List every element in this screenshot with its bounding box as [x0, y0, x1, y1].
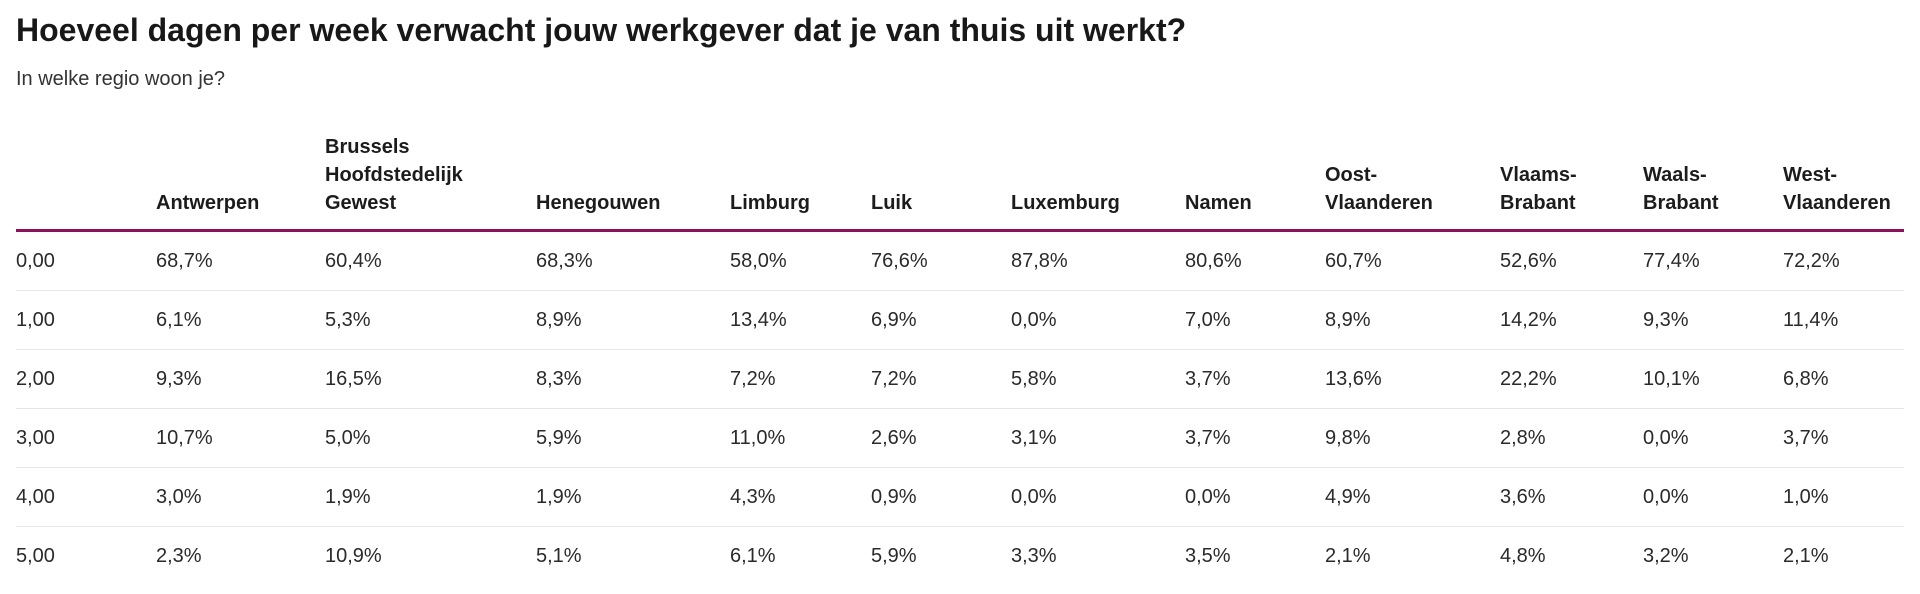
value-cell: 6,9% — [871, 290, 1011, 350]
value-cell: 0,0% — [1011, 290, 1185, 350]
value-cell: 2,8% — [1500, 408, 1643, 468]
table-row: 4,00 3,0% 1,9% 1,9% 4,3% 0,9% 0,0% 0,0% 4,9% 3,6%… — [16, 467, 1904, 527]
row-label-cell: 1,00 — [16, 290, 156, 350]
value-cell: 3,7% — [1185, 349, 1325, 409]
row-label-cell: 0,00 — [16, 230, 156, 291]
row-label-cell: 5,00 — [16, 544, 55, 567]
value-cell: 10,9% — [325, 544, 382, 567]
value-cell: 3,0% — [156, 467, 325, 527]
value-cell: 3,1% — [1011, 408, 1185, 468]
value-cell: 2,6% — [871, 408, 1011, 468]
value-cell: 68,3% — [536, 230, 730, 291]
value-cell: 60,7% — [1325, 230, 1500, 291]
row-label-cell: 3,00 — [16, 408, 156, 468]
value-cell: 1,9% — [536, 467, 730, 527]
value-cell: 9,3% — [1643, 290, 1783, 350]
value-cell: 6,8% — [1783, 349, 1904, 409]
value-cell: 0,9% — [871, 467, 1011, 527]
value-cell: 0,0% — [1011, 467, 1185, 527]
value-cell: 3,7% — [1783, 408, 1904, 468]
value-cell: 11,0% — [730, 408, 871, 468]
column-header-limburg: Limburg — [730, 132, 871, 232]
table-row: 3,00 10,7% 5,0% 5,9% 11,0% 2,6% 3,1% 3,7% 9,8% 2,… — [16, 408, 1904, 468]
column-header-waals-brabant: Waals- Brabant — [1643, 132, 1783, 232]
value-cell: 3,2% — [1643, 544, 1689, 567]
column-header-west-vlaanderen: West- Vlaanderen — [1783, 132, 1904, 232]
value-cell: 3,3% — [1011, 544, 1057, 567]
value-cell: 4,9% — [1325, 467, 1500, 527]
value-cell: 80,6% — [1185, 230, 1325, 291]
value-cell: 58,0% — [730, 230, 871, 291]
value-cell: 68,7% — [156, 230, 325, 291]
value-cell: 11,4% — [1783, 290, 1904, 350]
column-header-oost-vlaanderen: Oost- Vlaanderen — [1325, 132, 1500, 232]
value-cell: 6,1% — [730, 544, 776, 567]
value-cell: 9,8% — [1325, 408, 1500, 468]
row-label-cell: 4,00 — [16, 467, 156, 527]
header-row: Antwerpen Brussels Hoofdstedelijk Gewest… — [16, 132, 1904, 232]
table-row: 2,00 9,3% 16,5% 8,3% 7,2% 7,2% 5,8% 3,7% 13,6% 22… — [16, 349, 1904, 409]
column-header-namen: Namen — [1185, 132, 1325, 232]
value-cell: 5,8% — [1011, 349, 1185, 409]
value-cell: 0,0% — [1185, 467, 1325, 527]
value-cell: 3,7% — [1185, 408, 1325, 468]
value-cell: 3,5% — [1185, 544, 1231, 567]
value-cell: 2,3% — [156, 544, 202, 567]
value-cell: 76,6% — [871, 230, 1011, 291]
table-row: 5,00 2,3% 10,9% 5,1% 6,1% 5,9% 3,3% 3,5% 2,1% 4,8… — [16, 526, 1904, 585]
value-cell: 10,7% — [156, 408, 325, 468]
value-cell: 3,6% — [1500, 467, 1643, 527]
value-cell: 0,0% — [1643, 408, 1783, 468]
row-label-cell: 2,00 — [16, 349, 156, 409]
column-header-antwerpen: Antwerpen — [156, 132, 325, 232]
value-cell: 14,2% — [1500, 290, 1643, 350]
value-cell: 7,0% — [1185, 290, 1325, 350]
value-cell: 4,3% — [730, 467, 871, 527]
value-cell: 87,8% — [1011, 230, 1185, 291]
value-cell: 8,3% — [536, 349, 730, 409]
value-cell: 5,9% — [536, 408, 730, 468]
value-cell: 10,1% — [1643, 349, 1783, 409]
value-cell: 0,0% — [1643, 467, 1783, 527]
column-header-luik: Luik — [871, 132, 1011, 232]
value-cell: 16,5% — [325, 349, 536, 409]
value-cell: 5,1% — [536, 544, 582, 567]
value-cell: 13,6% — [1325, 349, 1500, 409]
column-header-henegouwen: Henegouwen — [536, 132, 730, 232]
value-cell: 7,2% — [730, 349, 871, 409]
value-cell: 2,1% — [1783, 544, 1829, 567]
column-header-luxemburg: Luxemburg — [1011, 132, 1185, 232]
chart-subtitle: In welke regio woon je? — [16, 68, 226, 90]
value-cell: 1,0% — [1783, 467, 1904, 527]
column-header-vlaams-brabant: Vlaams- Brabant — [1500, 132, 1643, 232]
value-cell: 77,4% — [1643, 230, 1783, 291]
value-cell: 5,0% — [325, 408, 536, 468]
value-cell: 6,1% — [156, 290, 325, 350]
value-cell: 5,9% — [871, 544, 917, 567]
value-cell: 8,9% — [1325, 290, 1500, 350]
value-cell: 72,2% — [1783, 230, 1904, 291]
value-cell: 5,3% — [325, 290, 536, 350]
table-row: 0,00 68,7% 60,4% 68,3% 58,0% 76,6% 87,8% 80,6% 6… — [16, 230, 1904, 291]
value-cell: 8,9% — [536, 290, 730, 350]
value-cell: 7,2% — [871, 349, 1011, 409]
value-cell: 52,6% — [1500, 230, 1643, 291]
column-header-brussels: Brussels Hoofdstedelijk Gewest — [325, 132, 536, 232]
value-cell: 13,4% — [730, 290, 871, 350]
value-cell: 22,2% — [1500, 349, 1643, 409]
value-cell: 60,4% — [325, 230, 536, 291]
value-cell: 9,3% — [156, 349, 325, 409]
value-cell: 4,8% — [1500, 544, 1546, 567]
column-header-row-label — [16, 132, 156, 232]
table-row: 1,00 6,1% 5,3% 8,9% 13,4% 6,9% 0,0% 7,0% 8,9% 14,… — [16, 290, 1904, 350]
chart-title: Hoeveel dagen per week verwacht jouw wer… — [16, 12, 1187, 48]
table-body: 0,00 68,7% 60,4% 68,3% 58,0% 76,6% 87,8% 80,6% 6… — [16, 230, 1904, 585]
value-cell: 2,1% — [1325, 544, 1371, 567]
data-table: Antwerpen Brussels Hoofdstedelijk Gewest… — [16, 132, 1904, 585]
value-cell: 1,9% — [325, 467, 536, 527]
